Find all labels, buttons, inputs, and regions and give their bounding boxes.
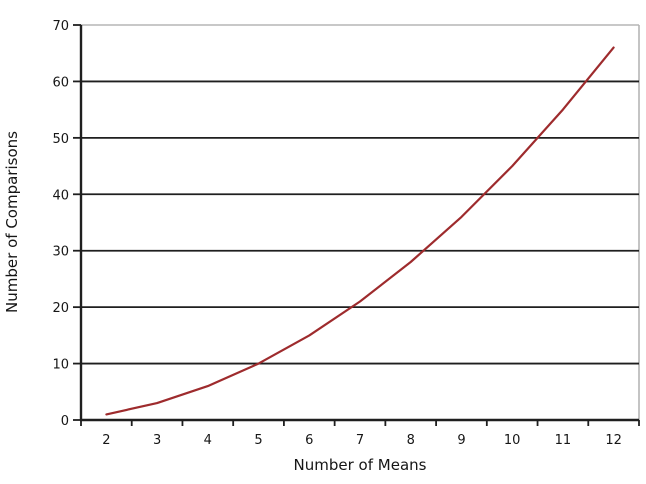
y-tick-label-30: 30 [52,245,69,260]
data-line [105,46,615,416]
x-tick-label-4: 4 [204,433,212,448]
y-tick-label-0: 0 [61,414,69,429]
y-tick-label-50: 50 [52,132,69,147]
y-tick-label-20: 20 [52,301,69,316]
x-tick-label-7: 7 [356,433,364,448]
tick-marks [73,24,640,426]
y-tick-label-40: 40 [52,188,69,203]
x-tick-label-3: 3 [153,433,161,448]
x-tick-label-10: 10 [504,433,521,448]
x-tick-label-9: 9 [457,433,465,448]
y-tick-label-70: 70 [52,19,69,34]
x-axis-title: Number of Means [294,456,427,474]
x-tick-label-12: 12 [605,433,622,448]
axes [79,25,639,422]
y-tick-label-10: 10 [52,358,69,373]
x-tick-label-8: 8 [407,433,415,448]
plot-border [81,24,640,420]
x-tick-label-5: 5 [254,433,262,448]
x-tick-label-6: 6 [305,433,313,448]
y-axis-title: Number of Comparisons [3,131,21,313]
y-tick-label-60: 60 [52,75,69,90]
gridlines [81,80,639,365]
x-tick-label-11: 11 [555,433,572,448]
tick-labels: 0 10 20 30 40 50 60 70 2 3 4 5 6 7 8 9 10 11 12 [52,19,621,448]
x-tick-label-2: 2 [102,433,110,448]
